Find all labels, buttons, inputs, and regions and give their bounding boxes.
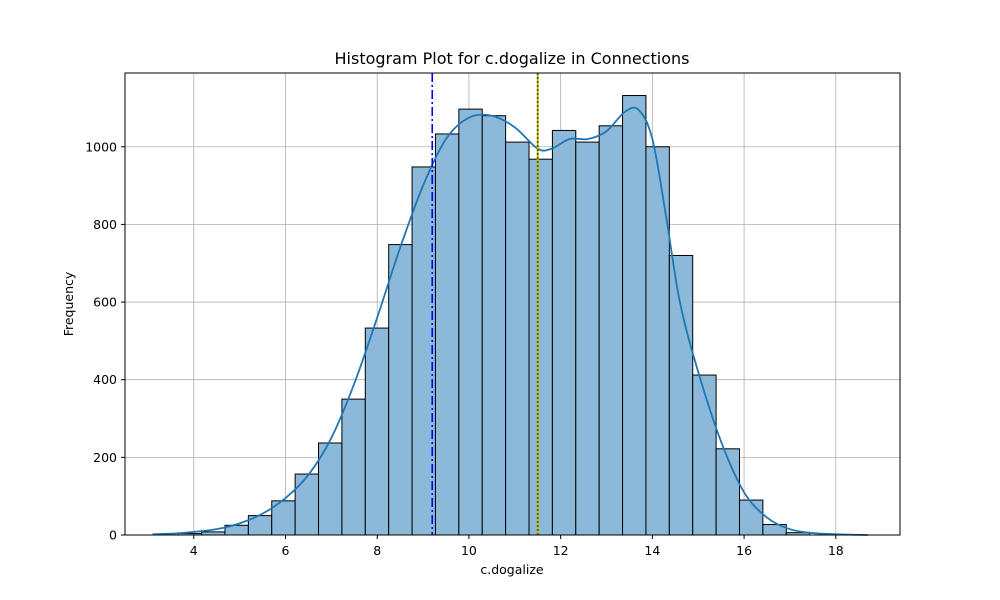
histogram-bar	[738, 499, 764, 536]
x-tick-label: 14	[644, 543, 660, 558]
x-tick-label: 16	[736, 543, 752, 558]
histogram-bar	[481, 115, 507, 536]
histogram-bar	[318, 442, 343, 536]
reference-lines	[431, 73, 539, 535]
x-axis-ticks: 4 6 8 10 12 14 16 18	[190, 535, 844, 558]
chart-title: Histogram Plot for c.dogalize in Connect…	[335, 49, 690, 68]
histogram-bar	[622, 95, 647, 536]
y-tick-label: 0	[109, 528, 117, 543]
y-tick-label: 600	[93, 295, 117, 310]
x-tick-label: 18	[828, 543, 844, 558]
histogram-bar	[551, 129, 577, 536]
plot-frame	[124, 72, 901, 536]
histogram-bar	[505, 141, 530, 536]
histogram-bar	[668, 254, 694, 536]
x-tick-label: 12	[553, 543, 569, 558]
histogram-bar	[458, 108, 483, 536]
histogram-bar	[341, 398, 366, 536]
x-tick-label: 8	[373, 543, 381, 558]
histogram-bars	[177, 95, 811, 536]
histogram-bar	[528, 158, 553, 536]
x-tick-label: 10	[461, 543, 477, 558]
y-axis-label: Frequency	[61, 271, 76, 336]
y-tick-label: 800	[93, 217, 117, 232]
histogram-bar	[364, 327, 390, 536]
x-tick-label: 4	[190, 543, 198, 558]
histogram-bar	[598, 125, 624, 536]
histogram-bar	[645, 146, 670, 536]
y-tick-label: 400	[93, 372, 117, 387]
histogram-bar	[715, 448, 740, 536]
y-axis-ticks: 0 200 400 600 800 1000	[85, 139, 125, 543]
x-axis-label: c.dogalize	[480, 562, 544, 577]
y-tick-label: 200	[93, 450, 117, 465]
y-tick-label: 1000	[85, 139, 117, 154]
histogram-bar	[575, 141, 600, 536]
histogram-bar	[294, 473, 320, 536]
histogram-bar	[388, 244, 413, 536]
histogram-bar	[434, 133, 460, 536]
histogram-bar	[692, 374, 717, 536]
x-tick-label: 6	[282, 543, 290, 558]
